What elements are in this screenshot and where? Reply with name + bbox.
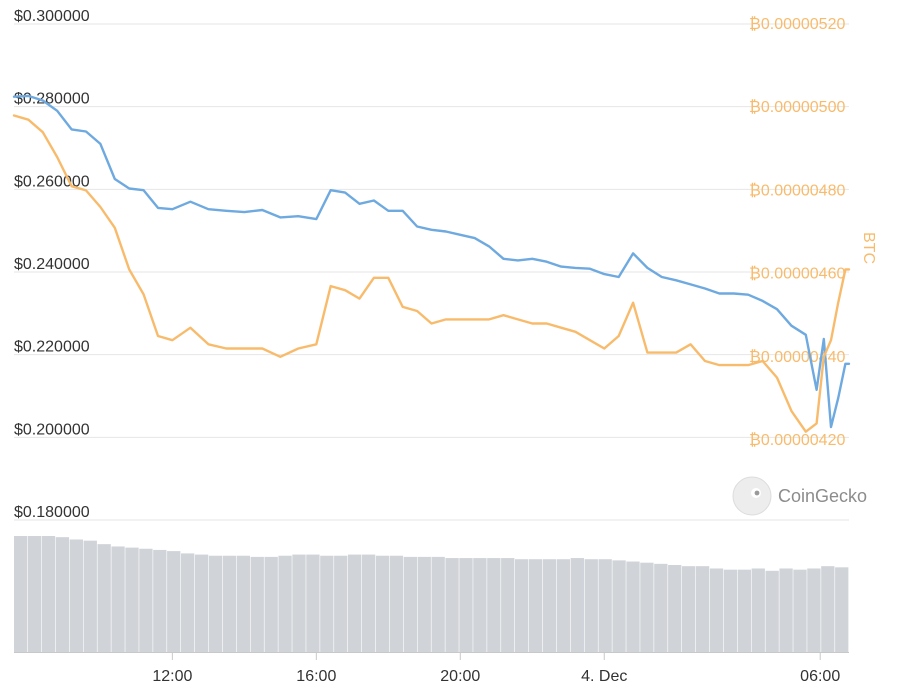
volume-bar (695, 566, 710, 652)
volume-bar (278, 555, 292, 652)
right-axis-tick-label: ₿0.00000520 (749, 15, 845, 33)
x-axis-tick-label: 4. Dec (581, 668, 627, 685)
left-axis-tick-label: $0.220000 (14, 339, 90, 356)
volume-bar (598, 559, 612, 652)
volume-bar (194, 554, 209, 652)
volume-bar (222, 555, 237, 652)
volume-bar (83, 540, 97, 652)
right-axis: ₿0.00000520 ₿0.00000500 ₿0.00000480 ₿0.0000… (749, 15, 845, 449)
volume-bar (737, 569, 751, 652)
volume-bar (570, 558, 584, 652)
volume-bar (97, 544, 111, 652)
volume-bar (793, 569, 807, 652)
x-axis: 12:00 16:00 20:00 4. Dec 06:00 (152, 652, 840, 685)
volume-bar (389, 555, 404, 652)
left-axis: $0.300000$0.280000$0.260000$0.240000$0.2… (14, 8, 90, 521)
volume-bar (125, 547, 139, 652)
volume-bar (361, 554, 376, 652)
volume-bar (709, 568, 724, 652)
btc-price-line (12, 114, 851, 433)
volume-bar (779, 568, 793, 652)
right-axis-tick-label: ₿0.00000480 (749, 181, 845, 199)
x-axis-tick-label: 20:00 (440, 668, 480, 685)
volume-bar (27, 536, 42, 652)
volume-bar (807, 568, 821, 652)
x-axis-tick-label: 16:00 (296, 668, 336, 685)
volume-bar (208, 555, 223, 652)
volume-bar (236, 555, 250, 652)
right-axis-tick-label: ₿0.00000460 (749, 265, 845, 283)
volume-bar (55, 537, 70, 652)
coingecko-watermark: CoinGecko (732, 476, 867, 516)
volume-bar (403, 556, 417, 652)
volume-bar (723, 569, 738, 652)
gridlines (14, 23, 849, 521)
volume-bar (626, 561, 640, 652)
volume-bar (153, 549, 167, 652)
volume-bars (14, 536, 849, 653)
volume-bar (431, 556, 445, 652)
volume-bar (612, 560, 626, 652)
left-axis-tick-label: $0.300000 (14, 8, 90, 25)
volume-bar (167, 551, 181, 652)
volume-bar (69, 539, 83, 652)
volume-bar (250, 556, 264, 652)
volume-bar (584, 559, 598, 652)
left-axis-tick-label: $0.240000 (14, 256, 90, 273)
left-axis-tick-label: $0.180000 (14, 504, 90, 521)
volume-bar (445, 558, 459, 652)
volume-bar (139, 548, 153, 652)
volume-bar (668, 565, 682, 652)
volume-bar (640, 562, 654, 652)
volume-bar (181, 553, 195, 652)
volume-bar (821, 566, 835, 652)
volume-bar (14, 536, 28, 652)
watermark-text: CoinGecko (778, 486, 867, 506)
volume-bar (264, 556, 278, 652)
x-axis-tick-label: 06:00 (800, 668, 840, 685)
x-axis-tick-label: 12:00 (152, 668, 192, 685)
gecko-logo-pupil (754, 490, 760, 496)
volume-bar (765, 570, 779, 652)
series-lines (12, 94, 851, 433)
volume-bar (320, 555, 334, 652)
volume-bar (835, 567, 849, 652)
volume-bar (41, 536, 56, 652)
volume-bar (334, 555, 348, 652)
volume-bar (111, 546, 125, 652)
right-axis-title: BTC (860, 232, 877, 264)
volume-bar (682, 566, 696, 652)
left-axis-tick-label: $0.200000 (14, 421, 90, 438)
volume-bar (556, 559, 571, 652)
volume-bar (473, 558, 487, 652)
right-axis-tick-label: ₿0.00000420 (749, 431, 845, 449)
volume-bar (292, 554, 306, 652)
volume-bar (751, 568, 765, 652)
volume-bar (528, 559, 543, 652)
usd-price-line (12, 94, 851, 429)
right-axis-tick-label: ₿0.00000500 (749, 98, 845, 116)
volume-bar (501, 558, 515, 652)
volume-bar (306, 554, 320, 652)
volume-bar (375, 555, 390, 652)
left-axis-tick-label: $0.280000 (14, 91, 90, 108)
volume-bar (654, 563, 668, 652)
volume-bar (459, 558, 473, 652)
volume-bar (515, 559, 529, 652)
volume-bar (348, 554, 362, 652)
volume-bar (487, 558, 501, 652)
volume-bar (417, 556, 431, 652)
volume-bar (542, 559, 557, 652)
